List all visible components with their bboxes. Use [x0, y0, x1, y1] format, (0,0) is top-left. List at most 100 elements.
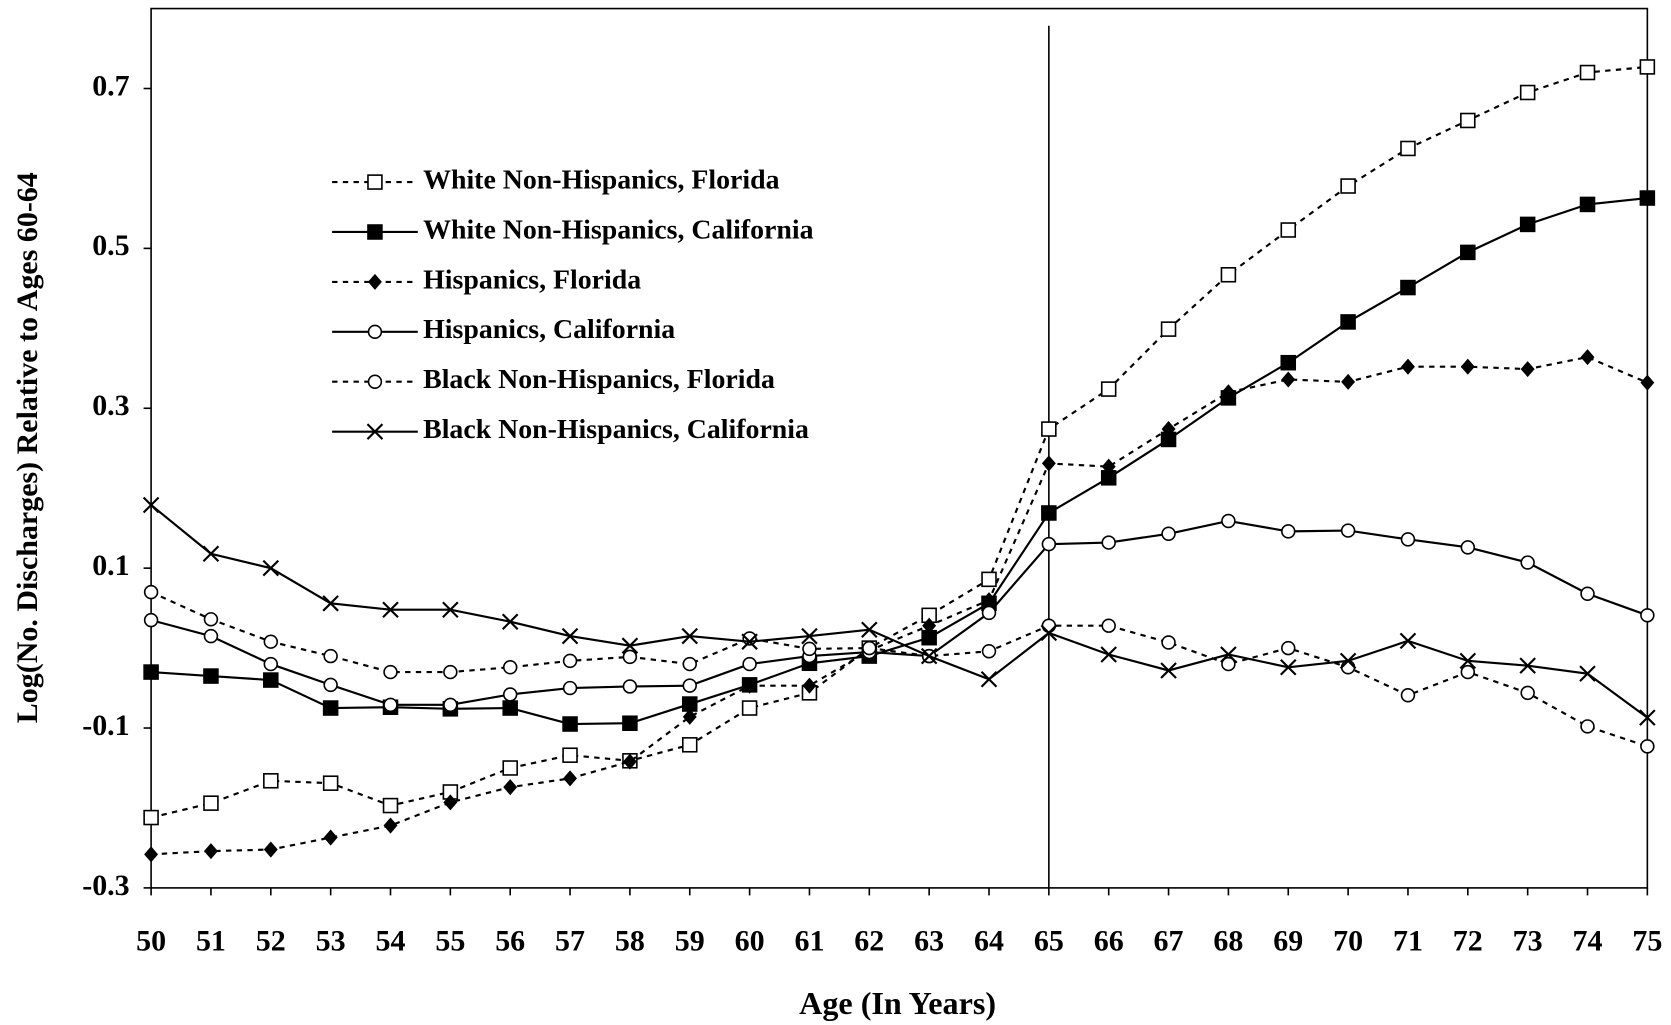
series-line	[150, 519, 1648, 706]
x-tick-label: 52	[256, 924, 286, 957]
x-tick-label: 58	[615, 924, 645, 957]
data-point	[263, 672, 279, 688]
data-point	[323, 677, 338, 693]
data-point	[263, 634, 279, 649]
data-point	[622, 679, 638, 694]
data-point	[1340, 178, 1356, 194]
data-point	[981, 605, 997, 621]
data-point	[203, 843, 218, 860]
legend-marker	[367, 374, 383, 389]
data-point	[262, 559, 280, 577]
x-tick-label: 68	[1213, 924, 1243, 957]
data-point	[742, 677, 757, 694]
data-point	[203, 795, 219, 811]
data-point	[1100, 646, 1117, 663]
data-point	[1520, 555, 1535, 570]
series-line	[150, 65, 1648, 819]
data-point	[443, 697, 458, 713]
data-point	[1639, 709, 1656, 726]
legend-marker	[367, 324, 383, 340]
legend-label: Hispanics, California	[423, 314, 675, 345]
data-point	[981, 644, 997, 659]
data-point	[1280, 354, 1297, 371]
data-point	[1579, 64, 1596, 81]
plot-frame	[150, 7, 1649, 889]
x-tick-label: 69	[1273, 924, 1303, 957]
data-point	[562, 680, 578, 696]
data-point	[562, 716, 578, 732]
data-point	[442, 601, 459, 618]
data-point	[1400, 140, 1416, 157]
data-point	[563, 770, 578, 787]
data-point	[503, 779, 518, 796]
x-tick-label: 70	[1333, 924, 1363, 957]
data-point	[1580, 719, 1595, 734]
x-tick-label: 51	[196, 924, 226, 957]
data-point	[143, 612, 159, 628]
data-point	[263, 656, 279, 672]
data-point	[1280, 659, 1297, 676]
data-point	[802, 641, 817, 657]
data-point	[322, 775, 339, 791]
data-point	[1221, 513, 1236, 529]
data-point	[144, 846, 159, 863]
data-point	[562, 747, 578, 763]
data-point	[1340, 660, 1356, 675]
data-point	[1459, 652, 1477, 670]
x-tick-label: 53	[316, 924, 346, 957]
data-point	[502, 700, 518, 716]
data-point	[383, 817, 398, 834]
legend-marker	[367, 273, 382, 290]
data-point	[1520, 361, 1535, 378]
data-point	[1519, 84, 1536, 101]
data-point	[622, 753, 637, 770]
x-tick-label: 50	[136, 924, 166, 957]
data-point	[1640, 608, 1655, 623]
data-point	[1639, 190, 1656, 206]
data-point	[382, 601, 399, 618]
legend-marker	[367, 224, 383, 240]
data-point	[322, 595, 339, 612]
x-tick-label: 72	[1453, 924, 1483, 957]
x-tick-label: 60	[735, 924, 765, 957]
data-point	[1580, 586, 1595, 601]
data-point	[981, 571, 997, 588]
data-point	[862, 640, 877, 656]
data-point	[1460, 540, 1476, 555]
data-point	[1220, 267, 1237, 283]
x-tick-label: 61	[794, 924, 824, 957]
data-point	[203, 628, 219, 644]
data-point	[263, 773, 279, 789]
data-point	[1281, 371, 1296, 388]
data-point	[1040, 624, 1058, 642]
data-point	[323, 829, 338, 846]
data-point	[143, 584, 159, 600]
data-point	[920, 647, 938, 665]
data-point	[682, 708, 697, 725]
data-point	[1161, 526, 1176, 542]
data-point	[741, 700, 758, 716]
data-point	[1519, 657, 1536, 674]
x-axis-label: Age (In Years)	[799, 985, 996, 1021]
x-tick-label: 67	[1154, 924, 1184, 957]
data-point	[203, 612, 219, 627]
data-point	[622, 715, 638, 731]
data-point	[1041, 536, 1057, 552]
data-point	[561, 627, 579, 645]
data-point	[322, 700, 339, 716]
data-point	[1639, 59, 1656, 75]
legend-label: Hispanics, Florida	[423, 264, 641, 295]
data-point	[1101, 535, 1116, 550]
data-point	[1161, 421, 1176, 438]
data-point	[1101, 458, 1116, 475]
data-point	[861, 621, 878, 638]
x-tick-label: 54	[376, 924, 406, 957]
data-point	[1221, 656, 1236, 672]
data-point	[383, 697, 398, 713]
data-point	[1160, 321, 1177, 337]
data-point	[1400, 358, 1415, 375]
data-point	[1161, 635, 1176, 650]
data-point	[143, 664, 159, 680]
legend-label: Black Non-Hispanics, Florida	[423, 364, 775, 395]
